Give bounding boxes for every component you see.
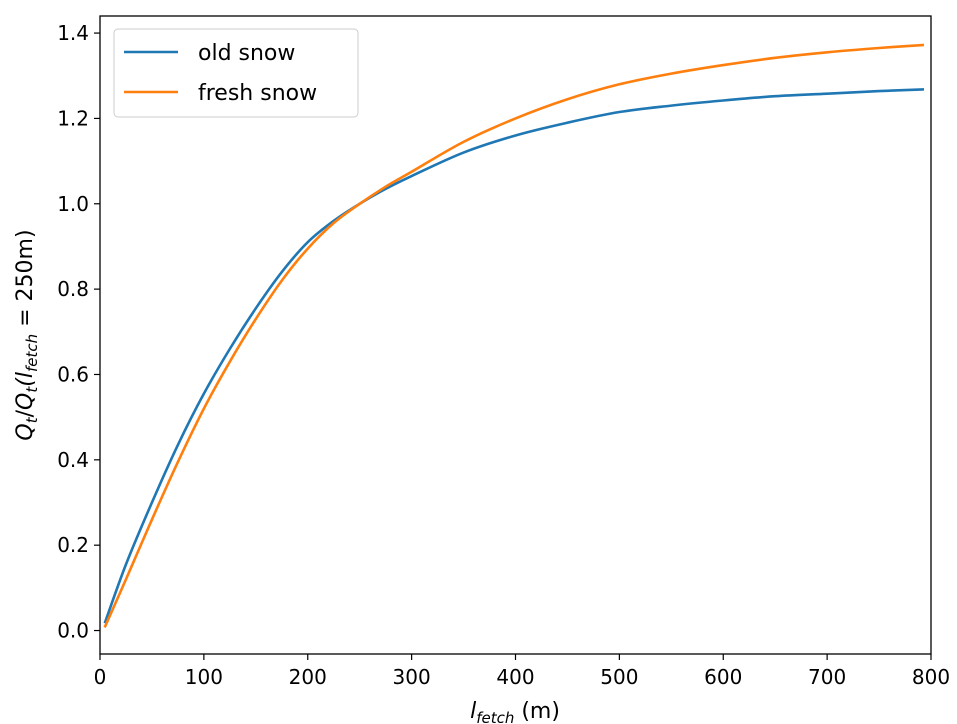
series-layer	[103, 43, 925, 628]
y-label-open: (l	[13, 372, 38, 387]
y-tick-label: 1.2	[57, 106, 89, 130]
y-tick-label: 1.0	[57, 192, 89, 216]
plot-frame	[99, 15, 932, 655]
y-tick-label: 0.2	[57, 533, 89, 557]
y-label-fetch-subscript: fetch	[23, 334, 41, 372]
x-tick-label: 800	[912, 665, 950, 689]
series-line-old-snow	[103, 88, 925, 624]
series-line-fresh-snow	[103, 43, 925, 628]
y-label-t2: t	[23, 386, 41, 393]
y-label-rest: = 250m)	[13, 229, 38, 333]
y-label-q1: Q	[13, 423, 38, 440]
x-axis-label-subscript: fetch	[476, 709, 514, 724]
y-tick-label: 0.6	[57, 362, 89, 386]
x-tick-label: 600	[704, 665, 742, 689]
x-tick-label: 300	[393, 665, 431, 689]
x-axis-label: lfetch (m)	[470, 699, 560, 724]
y-label-t1: t	[23, 416, 41, 423]
x-axis-label-unit: (m)	[514, 699, 560, 724]
x-tick-label: 100	[185, 665, 223, 689]
x-tick-label: 200	[289, 665, 327, 689]
y-tick-label: 0.0	[57, 619, 89, 643]
legend-label-old-snow: old snow	[198, 41, 295, 66]
x-axis-label-main: l	[470, 699, 476, 724]
y-tick-label: 0.4	[57, 448, 89, 472]
legend-label-fresh-snow: fresh snow	[198, 81, 317, 106]
x-tick-label: 500	[600, 665, 638, 689]
legend: old snow fresh snow	[113, 28, 359, 118]
y-label-q2: Q	[13, 393, 38, 410]
x-tick-label: 0	[94, 665, 107, 689]
y-label-slash: /	[13, 409, 38, 417]
x-tick-label: 400	[496, 665, 534, 689]
tick-layer: 0 100 200 300 400 500 600 700 800 0.0 0.2 0.4 0.6 0.8…	[57, 21, 950, 689]
y-tick-label: 1.4	[57, 21, 89, 45]
x-tick-label: 700	[808, 665, 846, 689]
y-tick-label: 0.8	[57, 277, 89, 301]
y-axis-label: Qt/Qt(lfetch = 250m)	[13, 229, 41, 440]
